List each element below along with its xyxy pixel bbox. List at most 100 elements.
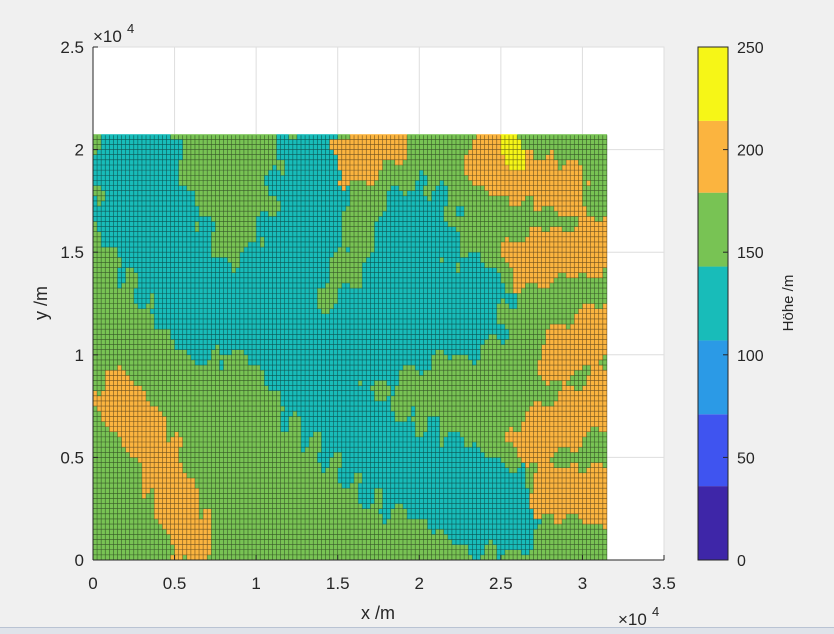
height-cell [191, 524, 195, 529]
height-cell [187, 155, 191, 160]
height-cell [117, 545, 121, 550]
height-cell [187, 319, 191, 324]
height-cell [256, 232, 260, 237]
height-cell [162, 519, 166, 524]
height-cell [93, 529, 97, 534]
height-cell [309, 165, 313, 170]
height-cell [191, 442, 195, 447]
height-cell [297, 329, 301, 334]
height-cell [309, 221, 313, 226]
height-cell [187, 545, 191, 550]
height-cell [293, 529, 297, 534]
height-cell [113, 262, 117, 267]
height-cell [170, 191, 174, 196]
height-cell [305, 334, 309, 339]
height-cell [183, 139, 187, 144]
height-cell [289, 550, 293, 555]
height-cell [236, 370, 240, 375]
height-cell [199, 262, 203, 267]
height-cell [228, 545, 232, 550]
height-cell [97, 227, 101, 232]
height-cell [126, 319, 130, 324]
height-cell [97, 534, 101, 539]
height-cell [183, 221, 187, 226]
height-cell [162, 262, 166, 267]
height-cell [240, 478, 244, 483]
height-cell [313, 411, 317, 416]
height-cell [281, 498, 285, 503]
height-cell [236, 329, 240, 334]
height-cell [179, 411, 183, 416]
height-cell [191, 216, 195, 221]
height-cell [134, 334, 138, 339]
height-cell [142, 504, 146, 509]
height-cell [134, 268, 138, 273]
height-cell [264, 452, 268, 457]
height-cell [97, 391, 101, 396]
height-cell [166, 411, 170, 416]
height-cell [309, 457, 313, 462]
height-cell [325, 463, 329, 468]
height-cell [154, 375, 158, 380]
height-cell [325, 514, 329, 519]
height-cell [313, 288, 317, 293]
height-cell [325, 201, 329, 206]
height-cell [199, 150, 203, 155]
height-cell [126, 216, 130, 221]
height-cell [285, 427, 289, 432]
height-cell [101, 365, 105, 370]
height-cell [289, 468, 293, 473]
height-cell [334, 345, 338, 350]
height-cell [93, 216, 97, 221]
height-cell [321, 304, 325, 309]
height-cell [150, 350, 154, 355]
height-cell [183, 293, 187, 298]
height-cell [277, 139, 281, 144]
height-cell [313, 257, 317, 262]
height-cell [285, 524, 289, 529]
height-cell [93, 196, 97, 201]
height-cell [264, 237, 268, 242]
height-cell [305, 550, 309, 555]
height-cell [224, 155, 228, 160]
height-cell [317, 391, 321, 396]
height-cell [122, 216, 126, 221]
height-cell [277, 339, 281, 344]
height-cell [170, 396, 174, 401]
height-cell [219, 401, 223, 406]
height-cell [175, 334, 179, 339]
height-cell [317, 227, 321, 232]
height-cell [277, 175, 281, 180]
height-cell [248, 247, 252, 252]
height-cell [170, 273, 174, 278]
height-cell [150, 345, 154, 350]
height-cell [113, 134, 117, 139]
height-cell [130, 345, 134, 350]
height-cell [150, 237, 154, 242]
height-cell [138, 150, 142, 155]
height-cell [191, 370, 195, 375]
height-cell [101, 180, 105, 185]
height-cell [240, 155, 244, 160]
height-cell [309, 206, 313, 211]
height-cell [93, 483, 97, 488]
height-cell [301, 514, 305, 519]
height-cell [134, 514, 138, 519]
height-cell [162, 150, 166, 155]
height-cell [113, 196, 117, 201]
height-cell [195, 442, 199, 447]
height-cell [207, 247, 211, 252]
height-cell [134, 298, 138, 303]
height-cell [126, 180, 130, 185]
height-cell [264, 427, 268, 432]
height-cell [256, 427, 260, 432]
height-cell [285, 509, 289, 514]
height-cell [305, 319, 309, 324]
height-cell [105, 442, 109, 447]
height-cell [170, 411, 174, 416]
height-cell [317, 237, 321, 242]
height-cell [109, 498, 113, 503]
height-cell [317, 262, 321, 267]
height-cell [187, 360, 191, 365]
height-cell [109, 314, 113, 319]
